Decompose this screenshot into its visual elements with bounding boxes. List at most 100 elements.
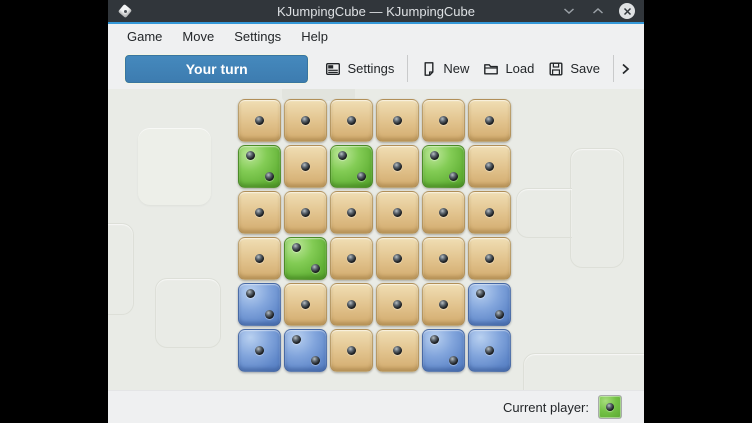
cube-r4c3[interactable] [376, 283, 419, 326]
menu-help[interactable]: Help [301, 28, 328, 44]
pip [246, 151, 255, 160]
background-decor [516, 188, 572, 238]
background-decor [282, 89, 355, 101]
cube-r1c3[interactable] [376, 145, 419, 188]
cube-r2c2[interactable] [330, 191, 373, 234]
chevron-up-icon[interactable] [590, 3, 606, 19]
pip [301, 300, 310, 309]
cube-r0c4[interactable] [422, 99, 465, 142]
cube-r3c5[interactable] [468, 237, 511, 280]
cube-r0c3[interactable] [376, 99, 419, 142]
cube-r1c5[interactable] [468, 145, 511, 188]
cube-r1c1[interactable] [284, 145, 327, 188]
load-label: Load [505, 61, 535, 76]
cube-r5c2[interactable] [330, 329, 373, 372]
settings-toolbutton[interactable]: Settings [318, 55, 401, 83]
pip [495, 310, 504, 319]
pip [485, 116, 494, 125]
current-player-indicator [598, 395, 622, 419]
cube-r4c4[interactable] [422, 283, 465, 326]
pip [311, 264, 320, 273]
titlebar: KJumpingCube — KJumpingCube [108, 0, 644, 22]
turn-indicator-button[interactable]: Your turn [125, 54, 309, 83]
chevron-right-icon[interactable] [620, 62, 631, 76]
cube-r0c2[interactable] [330, 99, 373, 142]
menu-settings[interactable]: Settings [234, 28, 282, 44]
load-toolbutton[interactable]: Load [476, 55, 541, 83]
cube-r2c3[interactable] [376, 191, 419, 234]
new-label: New [443, 61, 470, 76]
toolbar-separator [407, 55, 409, 82]
cube-r5c1[interactable] [284, 329, 327, 372]
pip [393, 254, 402, 263]
chevron-down-icon[interactable] [561, 3, 577, 19]
settings-label: Settings [347, 61, 395, 76]
cube-r0c5[interactable] [468, 99, 511, 142]
game-board [238, 99, 511, 372]
pip [430, 335, 439, 344]
pip [347, 254, 356, 263]
pip [255, 254, 264, 263]
cube-r4c0[interactable] [238, 283, 281, 326]
cube-r2c4[interactable] [422, 191, 465, 234]
background-decor [155, 278, 221, 348]
pip [449, 356, 458, 365]
cube-r3c1[interactable] [284, 237, 327, 280]
save-toolbutton[interactable]: Save [541, 55, 607, 83]
cube-r5c0[interactable] [238, 329, 281, 372]
pip [393, 300, 402, 309]
kjumpingcube-window: KJumpingCube — KJumpingCube Game Move Se… [108, 0, 644, 423]
cube-r4c5[interactable] [468, 283, 511, 326]
cube-r3c4[interactable] [422, 237, 465, 280]
new-toolbutton[interactable]: New [414, 55, 476, 83]
cube-r2c5[interactable] [468, 191, 511, 234]
cube-r4c2[interactable] [330, 283, 373, 326]
cube-r5c3[interactable] [376, 329, 419, 372]
pip [485, 346, 494, 355]
new-document-icon [421, 61, 437, 77]
cube-r1c4[interactable] [422, 145, 465, 188]
window-accent-line [108, 22, 644, 24]
close-icon[interactable] [619, 3, 635, 19]
game-view [108, 89, 644, 390]
pip [393, 116, 402, 125]
cube-r5c5[interactable] [468, 329, 511, 372]
pip [393, 346, 402, 355]
cube-r3c2[interactable] [330, 237, 373, 280]
pip [485, 208, 494, 217]
cube-r1c0[interactable] [238, 145, 281, 188]
cube-r4c1[interactable] [284, 283, 327, 326]
pip [485, 162, 494, 171]
pip [439, 300, 448, 309]
cube-r5c4[interactable] [422, 329, 465, 372]
cube-r2c0[interactable] [238, 191, 281, 234]
pip [347, 300, 356, 309]
menu-game[interactable]: Game [127, 28, 163, 44]
pip [347, 346, 356, 355]
cube-r2c1[interactable] [284, 191, 327, 234]
toolbar-separator [613, 55, 614, 82]
pip [338, 151, 347, 160]
pip [393, 162, 402, 171]
cube-r3c3[interactable] [376, 237, 419, 280]
pip [292, 335, 301, 344]
pip [347, 208, 356, 217]
menu-move[interactable]: Move [182, 28, 215, 44]
settings-icon [325, 61, 341, 77]
pip [439, 208, 448, 217]
pip [430, 151, 439, 160]
pip [311, 356, 320, 365]
pip [439, 254, 448, 263]
save-label: Save [570, 61, 600, 76]
cube-r0c1[interactable] [284, 99, 327, 142]
cube-r0c0[interactable] [238, 99, 281, 142]
background-decor [523, 353, 644, 390]
pip [439, 116, 448, 125]
pip [393, 208, 402, 217]
menubar: Game Move Settings Help [108, 24, 644, 48]
cube-r1c2[interactable] [330, 145, 373, 188]
cube-r3c0[interactable] [238, 237, 281, 280]
pip [301, 116, 310, 125]
current-player-label: Current player: [503, 399, 589, 415]
pip [606, 403, 614, 411]
